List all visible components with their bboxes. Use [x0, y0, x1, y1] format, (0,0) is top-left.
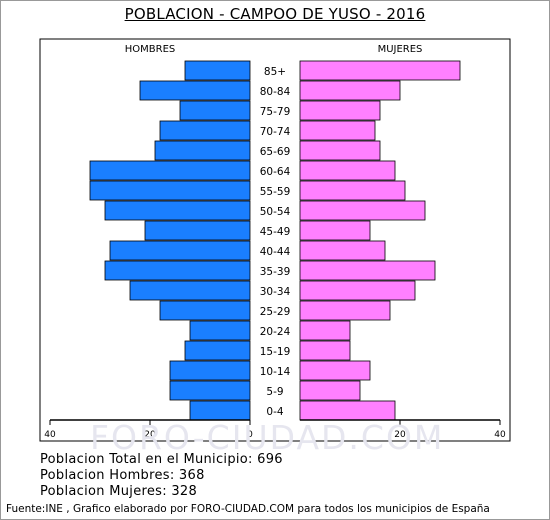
source-footer: Fuente:INE , Grafico elaborado por FORO-… [6, 503, 490, 515]
bar-mujeres-45-49 [299, 220, 371, 241]
hombres-bars [89, 60, 251, 421]
bar-mujeres-15-19 [299, 340, 351, 361]
bar-mujeres-55-59 [299, 180, 406, 201]
bar-mujeres-75-79 [299, 100, 381, 121]
mujeres-bars [299, 60, 461, 421]
bar-hombres-35-39 [104, 260, 251, 281]
right-panel-label: MUJERES [378, 44, 423, 55]
bar-mujeres-0-4 [299, 400, 396, 421]
age-label: 85+ [264, 66, 286, 78]
age-label: 5-9 [266, 386, 283, 398]
bar-hombres-65-69 [154, 140, 251, 161]
age-label: 25-29 [260, 306, 291, 318]
bar-hombres-30-34 [129, 280, 251, 301]
bar-hombres-50-54 [104, 200, 251, 221]
female-population: Poblacion Mujeres: 328 [40, 484, 198, 499]
x-tick-label: 20 [394, 430, 406, 440]
age-label: 30-34 [260, 286, 291, 298]
bar-mujeres-25-29 [299, 300, 391, 321]
bar-hombres-40-44 [109, 240, 251, 261]
bar-mujeres-50-54 [299, 200, 426, 221]
bar-hombres-20-24 [189, 320, 251, 341]
bar-mujeres-40-44 [299, 240, 386, 261]
bar-mujeres-60-64 [299, 160, 396, 181]
age-label: 15-19 [260, 346, 291, 358]
bar-mujeres-35-39 [299, 260, 436, 281]
age-label: 80-84 [260, 86, 291, 98]
bar-hombres-75-79 [179, 100, 251, 121]
bar-mujeres-5-9 [299, 380, 361, 401]
bar-mujeres-80-84 [299, 80, 401, 101]
bar-hombres-0-4 [189, 400, 251, 421]
bar-mujeres-30-34 [299, 280, 416, 301]
age-label: 35-39 [260, 266, 291, 278]
age-label: 40-44 [260, 246, 291, 258]
bar-hombres-25-29 [159, 300, 251, 321]
bar-hombres-45-49 [144, 220, 251, 241]
plot-area [39, 38, 511, 442]
age-label: 55-59 [260, 186, 291, 198]
x-ticks: 40 20 0 20 40 [44, 420, 506, 440]
x-tick-label: 20 [144, 430, 156, 440]
age-label: 0-4 [266, 406, 283, 418]
age-label: 50-54 [260, 206, 291, 218]
bar-mujeres-70-74 [299, 120, 376, 141]
bar-hombres-60-64 [89, 160, 251, 181]
x-tick-label: 40 [494, 430, 506, 440]
bar-hombres-55-59 [89, 180, 251, 201]
age-label: 65-69 [260, 146, 291, 158]
age-label: 70-74 [260, 126, 291, 138]
bar-hombres-10-14 [169, 360, 251, 381]
age-labels: 85+ 80-84 75-79 70-74 65-69 60-64 55-59 50-54 45… [260, 66, 291, 418]
bar-mujeres-85+ [299, 60, 461, 81]
age-label: 20-24 [260, 326, 291, 338]
bar-mujeres-65-69 [299, 140, 381, 161]
total-population: Poblacion Total en el Municipio: 696 [40, 452, 283, 467]
bar-hombres-15-19 [184, 340, 251, 361]
age-label: 45-49 [260, 226, 291, 238]
bar-mujeres-20-24 [299, 320, 351, 341]
age-label: 75-79 [260, 106, 291, 118]
age-label: 60-64 [260, 166, 291, 178]
male-population: Poblacion Hombres: 368 [40, 468, 205, 483]
bar-hombres-5-9 [169, 380, 251, 401]
bar-hombres-80-84 [139, 80, 251, 101]
bar-hombres-70-74 [159, 120, 251, 141]
bar-hombres-85+ [184, 60, 251, 81]
left-panel-label: HOMBRES [125, 44, 176, 55]
bar-mujeres-10-14 [299, 360, 371, 381]
age-label: 10-14 [260, 366, 291, 378]
x-tick-label: 40 [44, 430, 56, 440]
chart-title: POBLACION - CAMPOO DE YUSO - 2016 [124, 5, 426, 23]
x-tick-label: 0 [247, 430, 253, 440]
